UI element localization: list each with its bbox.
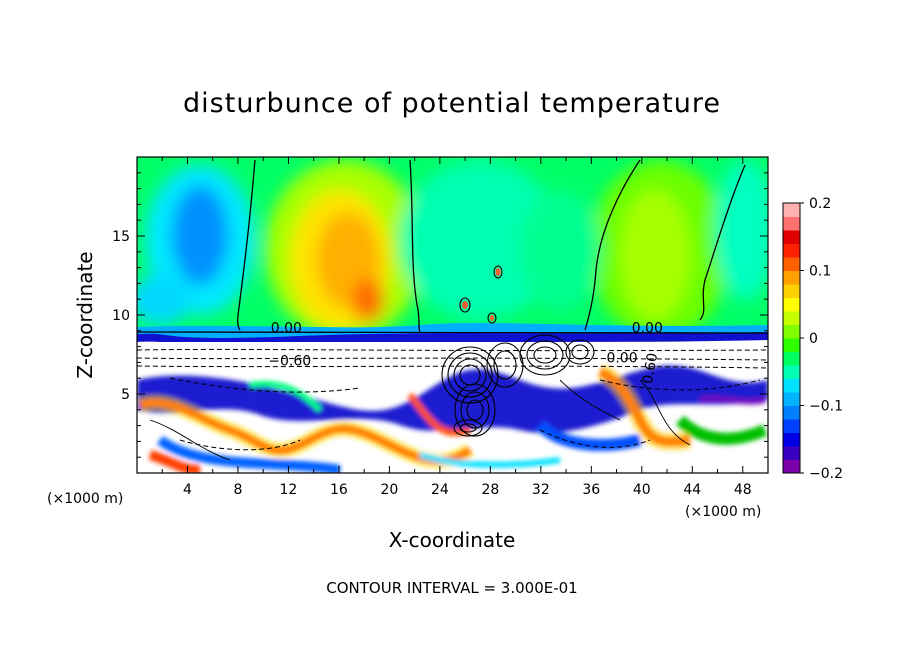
x-tick-label: 4 [183,482,192,498]
colorbar-swatch [783,432,800,447]
colorbar [782,202,801,474]
colorbar-swatch [783,365,800,379]
contour-label: 0.00 [632,320,663,336]
colorbar-swatch [783,203,800,217]
colorbar-tick-label: 0.1 [809,264,831,280]
colorbar-swatch [783,324,800,339]
x-tick-label: 8 [233,482,242,498]
colorbar-swatch [783,459,800,474]
colorbar-swatch [783,297,800,312]
colorbar-swatch [783,351,800,366]
colorbar-tick-label: 0 [809,331,818,347]
x-tick-label: 36 [582,482,600,498]
colorbar-swatch [783,311,800,325]
contour-label: −0.60 [268,354,311,370]
contour-label: 0.00 [271,320,302,336]
x-tick-label: 24 [431,482,449,498]
colorbar-swatch [783,243,800,258]
colorbar-swatch [783,419,800,433]
colorbar-swatch [783,284,800,298]
x-unit-label-right: (×1000 m) [685,504,761,520]
colorbar-swatch [783,405,800,420]
chart-title: disturbunce of potential temperature [183,88,721,119]
x-tick-label: 12 [280,482,298,498]
colorbar-swatch [783,378,800,393]
x-unit-label-left: (×1000 m) [47,491,123,507]
x-tick-label: 28 [481,482,499,498]
x-tick-label: 32 [532,482,550,498]
heatmap-field [137,157,768,473]
y-axis-label: Z-coordinate [73,251,97,378]
y-tick-label: 15 [112,229,130,245]
x-axis-label: X-coordinate [389,528,516,552]
colorbar-ticks: 0.2 0.1 0 −0.1 −0.2 [800,196,843,482]
colorbar-swatch [783,257,800,271]
contour-label: 0.00 [606,350,637,366]
x-tick-label: 44 [683,482,701,498]
colorbar-tick-label: 0.2 [809,196,831,212]
colorbar-swatch [783,270,800,285]
x-tick-label: 20 [380,482,398,498]
contour-label: 0.60 [640,352,661,385]
contour-labels: 0.00−0.600.000.00 0.60 [268,320,663,385]
y-tick-label: 10 [112,308,130,324]
x-tick-label: 16 [330,482,348,498]
colorbar-swatch [783,230,800,244]
colorbar-swatch [783,446,800,460]
y-axis-ticks: 5 10 15 [112,172,768,458]
x-tick-label: 48 [734,482,752,498]
colorbar-tick-label: −0.2 [809,466,843,482]
colorbar-swatch [783,392,800,406]
colorbar-swatch [783,216,800,231]
x-tick-label: 40 [633,482,651,498]
x-axis-ticks: 4 8 12 16 20 24 28 32 36 40 44 48 [161,157,752,498]
colorbar-tick-label: −0.1 [809,399,843,415]
colorbar-swatch [783,338,800,352]
contour-interval-label: CONTOUR INTERVAL = 3.000E-01 [326,579,577,597]
y-tick-label: 5 [121,387,130,403]
